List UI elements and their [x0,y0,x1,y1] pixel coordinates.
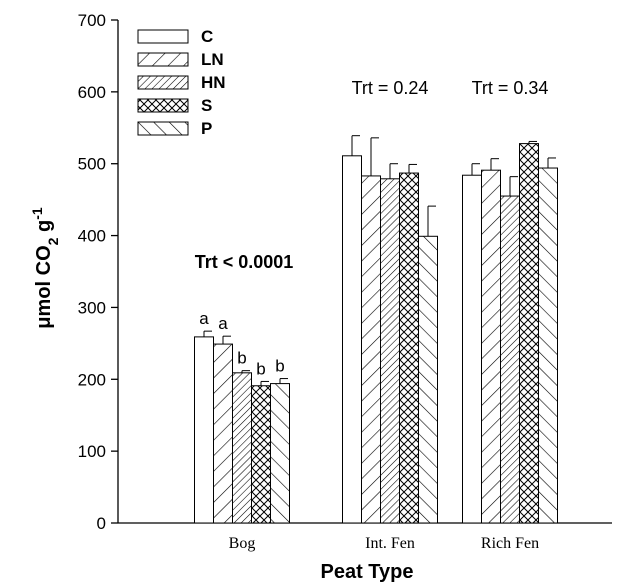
legend-swatch [137,52,189,67]
x-category-label: Bog [229,535,256,552]
bar [538,167,558,524]
significance-letter: a [199,309,209,328]
significance-letter: b [256,359,265,378]
bar [380,178,400,524]
x-category-label: Int. Fen [365,535,415,552]
x-axis-title: Peat Type [321,561,414,583]
legend-label: C [201,27,213,46]
y-tick-label: 500 [78,155,106,174]
y-axis: 0 100 200 300 400 500 600 700 [78,11,118,533]
y-tick-label: 100 [78,442,106,461]
bar [213,343,233,524]
bar [270,383,290,524]
legend-swatch [137,75,189,90]
legend-label: HN [201,73,226,92]
y-tick-label: 200 [78,370,106,389]
legend-swatch [137,98,189,113]
significance-letter: b [237,349,246,368]
bar [342,155,362,524]
x-axis: Bog Int. Fen Rich Fen [229,535,539,552]
bar [232,372,252,524]
bars [194,135,558,524]
y-tick-label: 400 [78,227,106,246]
legend-label: S [201,96,212,115]
y-tick-label: 0 [97,514,106,533]
bar [481,169,501,524]
bar [251,385,271,524]
bar [418,235,438,524]
bar [500,195,520,524]
treatment-annotation: Trt < 0.0001 [195,252,294,272]
legend-label: P [201,119,212,138]
y-tick-label: 300 [78,298,106,317]
y-axis-title: μmol CO2 g-1 [29,207,61,329]
significance-letter: a [218,314,228,333]
x-category-label: Rich Fen [481,535,539,552]
legend-swatch [137,121,189,136]
bar [399,172,419,524]
legend: C LN HN SP [137,27,226,138]
treatment-annotation: Trt = 0.34 [472,78,549,98]
significance-letter: b [275,357,284,376]
y-tick-label: 600 [78,83,106,102]
bar [361,175,381,524]
legend-swatch [137,29,189,44]
bar [194,336,214,524]
treatment-annotation: Trt = 0.24 [352,78,429,98]
bar [519,143,539,524]
y-tick-label: 700 [78,11,106,30]
legend-label: LN [201,50,224,69]
bar [462,174,482,524]
